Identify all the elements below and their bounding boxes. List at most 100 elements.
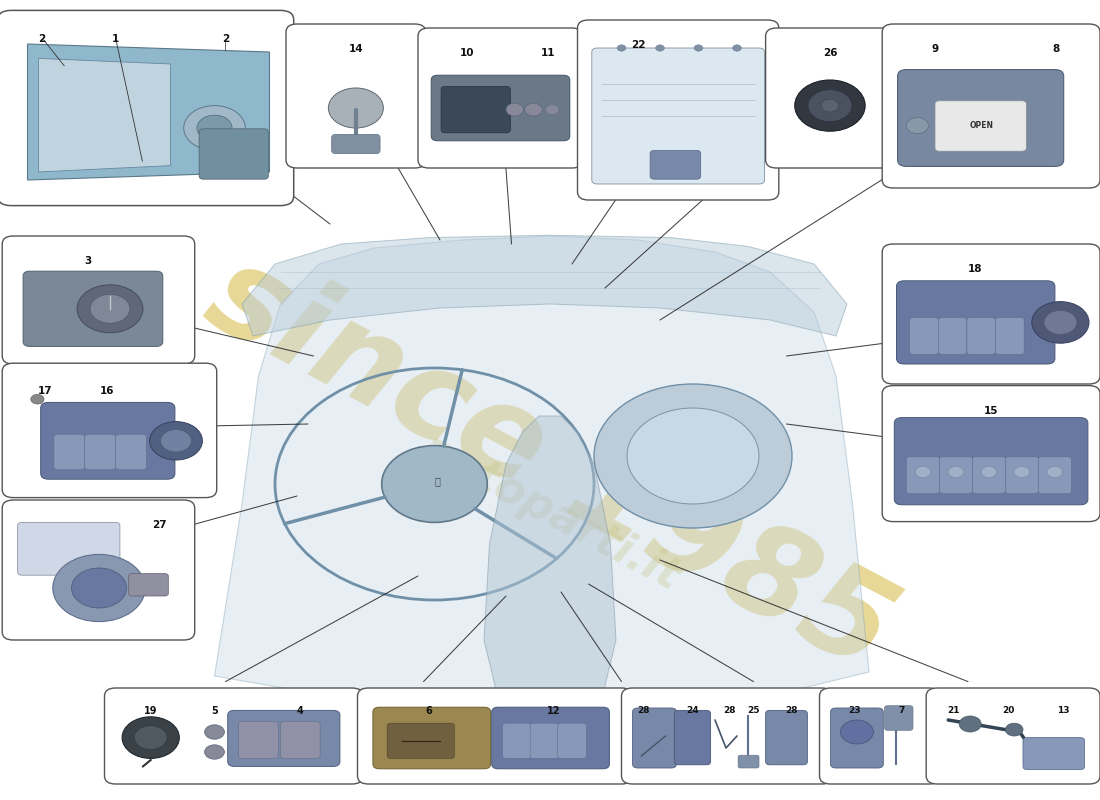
Circle shape: [205, 745, 224, 759]
Text: 6: 6: [426, 706, 432, 715]
Text: 18: 18: [967, 264, 982, 274]
Text: 10: 10: [460, 48, 475, 58]
FancyBboxPatch shape: [503, 723, 531, 758]
Circle shape: [525, 103, 542, 116]
Circle shape: [90, 294, 130, 323]
FancyBboxPatch shape: [116, 434, 146, 470]
Text: 14: 14: [349, 44, 363, 54]
FancyBboxPatch shape: [882, 386, 1100, 522]
FancyBboxPatch shape: [738, 755, 759, 768]
FancyBboxPatch shape: [894, 418, 1088, 505]
Text: 25: 25: [747, 706, 760, 714]
Circle shape: [1044, 310, 1077, 334]
FancyBboxPatch shape: [18, 522, 120, 575]
Text: 20: 20: [1002, 706, 1015, 714]
Circle shape: [1005, 723, 1023, 736]
Text: 15: 15: [983, 406, 999, 416]
Circle shape: [594, 384, 792, 528]
Circle shape: [1014, 466, 1030, 478]
Circle shape: [807, 90, 851, 122]
Polygon shape: [28, 44, 270, 180]
FancyBboxPatch shape: [1023, 738, 1085, 770]
FancyBboxPatch shape: [286, 24, 426, 168]
Circle shape: [733, 45, 741, 51]
Text: 19: 19: [144, 706, 157, 715]
FancyBboxPatch shape: [674, 710, 711, 765]
FancyBboxPatch shape: [85, 434, 116, 470]
FancyBboxPatch shape: [23, 271, 163, 346]
Text: 21: 21: [947, 706, 960, 714]
Circle shape: [794, 80, 865, 131]
Text: 12: 12: [547, 706, 560, 715]
FancyBboxPatch shape: [820, 688, 940, 784]
Text: 23: 23: [848, 706, 861, 714]
Polygon shape: [484, 416, 616, 708]
Text: 2: 2: [39, 34, 45, 44]
FancyBboxPatch shape: [896, 281, 1055, 364]
FancyBboxPatch shape: [431, 75, 570, 141]
FancyBboxPatch shape: [199, 129, 268, 179]
FancyBboxPatch shape: [492, 707, 609, 769]
Text: 8: 8: [1053, 44, 1059, 54]
Text: 1: 1: [112, 34, 119, 44]
Circle shape: [627, 408, 759, 504]
Text: 11: 11: [540, 48, 556, 58]
FancyBboxPatch shape: [906, 457, 939, 494]
Text: 🐴: 🐴: [434, 476, 441, 486]
Circle shape: [197, 115, 232, 141]
FancyBboxPatch shape: [387, 723, 454, 758]
FancyBboxPatch shape: [129, 574, 168, 596]
Circle shape: [959, 716, 981, 732]
FancyBboxPatch shape: [926, 688, 1100, 784]
Circle shape: [382, 446, 487, 522]
Text: 13: 13: [1057, 706, 1070, 714]
Text: OPEN: OPEN: [969, 121, 993, 130]
Text: autoparti.it: autoparti.it: [414, 426, 686, 598]
Text: 27: 27: [152, 520, 167, 530]
Circle shape: [981, 466, 997, 478]
Circle shape: [53, 554, 145, 622]
Circle shape: [617, 45, 626, 51]
FancyBboxPatch shape: [882, 244, 1100, 384]
Text: 5: 5: [211, 706, 218, 715]
Text: 26: 26: [823, 48, 837, 58]
FancyBboxPatch shape: [418, 28, 583, 168]
Text: 28: 28: [723, 706, 736, 714]
FancyBboxPatch shape: [938, 318, 967, 354]
Circle shape: [948, 466, 964, 478]
Circle shape: [1047, 466, 1063, 478]
Circle shape: [122, 717, 179, 758]
Circle shape: [31, 394, 44, 404]
Text: 4: 4: [297, 706, 304, 715]
Text: 22: 22: [630, 40, 646, 50]
Text: 28: 28: [785, 706, 799, 714]
FancyBboxPatch shape: [910, 318, 938, 354]
Circle shape: [821, 99, 838, 112]
FancyBboxPatch shape: [558, 723, 586, 758]
Text: 28: 28: [637, 706, 650, 714]
FancyBboxPatch shape: [996, 318, 1024, 354]
FancyBboxPatch shape: [967, 318, 996, 354]
FancyBboxPatch shape: [882, 24, 1100, 188]
Circle shape: [184, 106, 245, 150]
Text: 2: 2: [222, 34, 229, 44]
Text: 24: 24: [686, 706, 700, 714]
Text: 17: 17: [37, 386, 52, 395]
Circle shape: [840, 720, 873, 744]
Text: 16: 16: [99, 386, 114, 395]
FancyBboxPatch shape: [935, 101, 1026, 151]
FancyBboxPatch shape: [1038, 457, 1071, 494]
FancyBboxPatch shape: [54, 434, 85, 470]
FancyBboxPatch shape: [766, 28, 894, 168]
FancyBboxPatch shape: [358, 688, 632, 784]
FancyBboxPatch shape: [280, 722, 320, 758]
FancyBboxPatch shape: [441, 86, 510, 133]
FancyBboxPatch shape: [530, 723, 559, 758]
Circle shape: [906, 118, 928, 134]
FancyBboxPatch shape: [373, 707, 491, 769]
Circle shape: [77, 285, 143, 333]
FancyBboxPatch shape: [239, 722, 278, 758]
Circle shape: [506, 103, 524, 116]
FancyBboxPatch shape: [2, 236, 195, 364]
FancyBboxPatch shape: [2, 500, 195, 640]
